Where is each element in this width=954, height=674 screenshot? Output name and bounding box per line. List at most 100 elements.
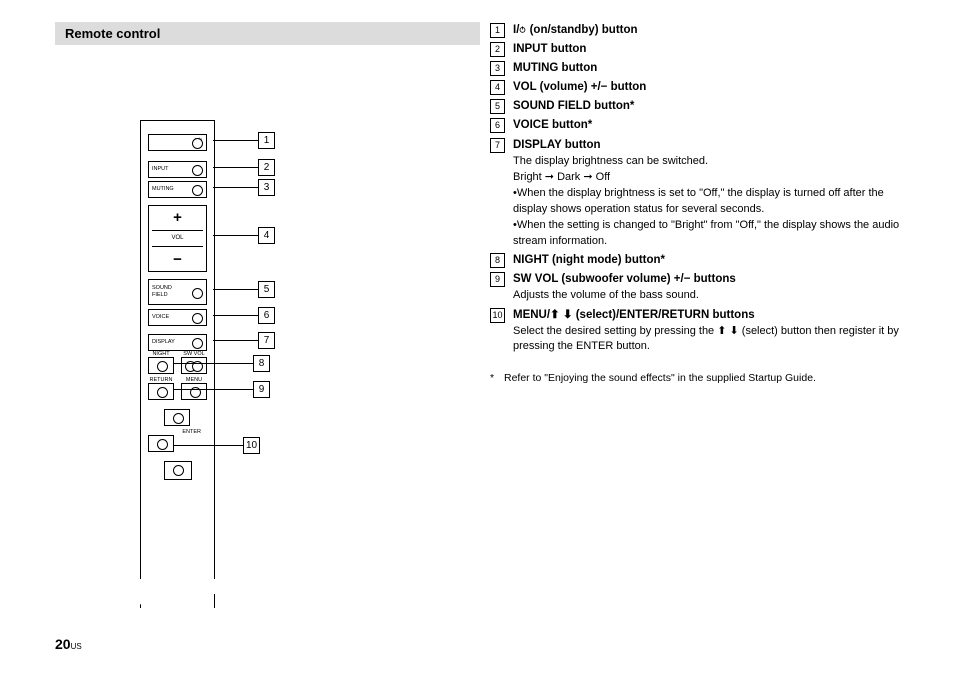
legend-title: MUTING button xyxy=(513,60,909,76)
footnote-star: * xyxy=(490,372,504,384)
legend-title: VOICE button* xyxy=(513,117,909,133)
legend-title: INPUT button xyxy=(513,41,909,57)
callout-box-10: 10 xyxy=(243,437,260,454)
callout-box-1: 1 xyxy=(258,132,275,149)
input-button-icon xyxy=(192,165,203,176)
legend-bullet: •When the display brightness is set to "… xyxy=(513,186,909,217)
legend-item-4: 4 VOL (volume) +/− button xyxy=(490,79,909,95)
enter-button-icon xyxy=(157,439,168,450)
callout-box-8: 8 xyxy=(253,355,270,372)
remote-down-row xyxy=(164,461,192,480)
legend-num: 10 xyxy=(490,308,505,323)
legend-title: DISPLAY button xyxy=(513,137,909,153)
muting-button-icon xyxy=(192,185,203,196)
remote-night-row: NIGHT xyxy=(148,357,174,374)
legend-title: MENU/⬆ ⬇ (select)/ENTER/RETURN buttons xyxy=(513,307,909,323)
swvol-label: SW VOL xyxy=(182,352,206,358)
legend-line: Adjusts the volume of the bass sound. xyxy=(513,288,909,303)
remote-input-row: INPUT xyxy=(148,161,207,178)
legend-body: DISPLAY buttonThe display brightness can… xyxy=(513,137,909,249)
legend-num: 8 xyxy=(490,253,505,268)
legend-title: VOL (volume) +/− button xyxy=(513,79,909,95)
remote-enter-row: ENTER xyxy=(148,435,174,452)
callout-line-5 xyxy=(213,289,258,290)
legend-select-line: Select the desired setting by pressing t… xyxy=(513,324,909,355)
remote-muting-row: MUTING xyxy=(148,181,207,198)
callout-box-2: 2 xyxy=(258,159,275,176)
display-label: DISPLAY xyxy=(152,340,175,346)
legend-item-1: 1 I/ (on/standby) button xyxy=(490,22,909,38)
two-column-layout: Remote control I/⏻ INPUT MUTING xyxy=(55,22,909,608)
voice-button-icon xyxy=(192,313,203,324)
legend-body: VOL (volume) +/− button xyxy=(513,79,909,95)
legend-title: I/ (on/standby) button xyxy=(513,22,909,38)
left-column: Remote control I/⏻ INPUT MUTING xyxy=(55,22,460,608)
remote-up-row xyxy=(164,409,190,426)
legend-body: SOUND FIELD button* xyxy=(513,98,909,114)
callout-box-3: 3 xyxy=(258,179,275,196)
legend-num: 4 xyxy=(490,80,505,95)
callout-line-6 xyxy=(213,315,258,316)
remote-cutaway xyxy=(140,579,215,609)
legend-item-2: 2 INPUT button xyxy=(490,41,909,57)
remote-menu-row: MENU xyxy=(181,383,207,400)
up-button-icon xyxy=(173,413,184,424)
legend-item-7: 7 DISPLAY buttonThe display brightness ca… xyxy=(490,137,909,249)
legend-body: MENU/⬆ ⬇ (select)/ENTER/RETURN buttonsSe… xyxy=(513,307,909,355)
legend-num: 7 xyxy=(490,138,505,153)
legend-num: 1 xyxy=(490,23,505,38)
legend-list: 1 I/ (on/standby) button 2 INPUT button 3 MUT… xyxy=(490,22,909,354)
legend-num: 3 xyxy=(490,61,505,76)
soundfield-button-icon xyxy=(192,288,203,299)
legend-num: 6 xyxy=(490,118,505,133)
remote-outline: I/⏻ INPUT MUTING + xyxy=(140,120,215,608)
callout-line-8 xyxy=(173,363,253,364)
return-button-icon xyxy=(157,387,168,398)
callout-line-2 xyxy=(213,167,258,168)
legend-item-6: 6 VOICE button* xyxy=(490,117,909,133)
voice-label: VOICE xyxy=(152,315,169,321)
legend-line: The display brightness can be switched. xyxy=(513,154,909,169)
remote-soundfield-row: SOUND FIELD xyxy=(148,279,207,305)
footnote: * Refer to "Enjoying the sound effects" … xyxy=(490,372,909,384)
legend-body: MUTING button xyxy=(513,60,909,76)
soundfield-l1: SOUND xyxy=(152,286,172,292)
right-column: 1 I/ (on/standby) button 2 INPUT button 3 MUT… xyxy=(490,22,909,608)
legend-bullet: •When the setting is changed to "Bright"… xyxy=(513,218,909,249)
legend-body: SW VOL (subwoofer volume) +/− buttonsAdj… xyxy=(513,271,909,303)
legend-title: SW VOL (subwoofer volume) +/− buttons xyxy=(513,271,909,287)
power-button-icon xyxy=(192,138,203,149)
legend-title: NIGHT (night mode) button* xyxy=(513,252,909,268)
display-button-icon xyxy=(192,338,203,349)
night-button-icon xyxy=(157,361,168,372)
legend-item-8: 8 NIGHT (night mode) button* xyxy=(490,252,909,268)
manual-page: Remote control I/⏻ INPUT MUTING xyxy=(0,0,954,674)
callout-line-1 xyxy=(213,140,258,141)
remote-swvol-row: SW VOL xyxy=(181,357,207,374)
legend-num: 2 xyxy=(490,42,505,57)
legend-num: 5 xyxy=(490,99,505,114)
callout-line-4 xyxy=(213,235,258,236)
menu-label: MENU xyxy=(182,378,206,384)
vol-plus: + xyxy=(149,209,206,226)
callout-line-9 xyxy=(173,389,253,390)
legend-num: 9 xyxy=(490,272,505,287)
legend-body: INPUT button xyxy=(513,41,909,57)
legend-body: VOICE button* xyxy=(513,117,909,133)
legend-item-10: 10 MENU/⬆ ⬇ (select)/ENTER/RETURN buttons… xyxy=(490,307,909,355)
footnote-text: Refer to "Enjoying the sound effects" in… xyxy=(504,372,816,384)
remote-voice-row: VOICE xyxy=(148,309,207,326)
night-label: NIGHT xyxy=(149,352,173,358)
callout-box-6: 6 xyxy=(258,307,275,324)
callout-box-9: 9 xyxy=(253,381,270,398)
remote-volume-row: + VOL − xyxy=(148,205,207,272)
callout-line-3 xyxy=(213,187,258,188)
legend-title: SOUND FIELD button* xyxy=(513,98,909,114)
legend-item-3: 3 MUTING button xyxy=(490,60,909,76)
section-heading: Remote control xyxy=(55,22,480,45)
vol-minus: − xyxy=(149,251,206,268)
callout-box-7: 7 xyxy=(258,332,275,349)
callout-box-4: 4 xyxy=(258,227,275,244)
callout-line-10 xyxy=(173,445,243,446)
down-button-icon xyxy=(173,465,184,476)
